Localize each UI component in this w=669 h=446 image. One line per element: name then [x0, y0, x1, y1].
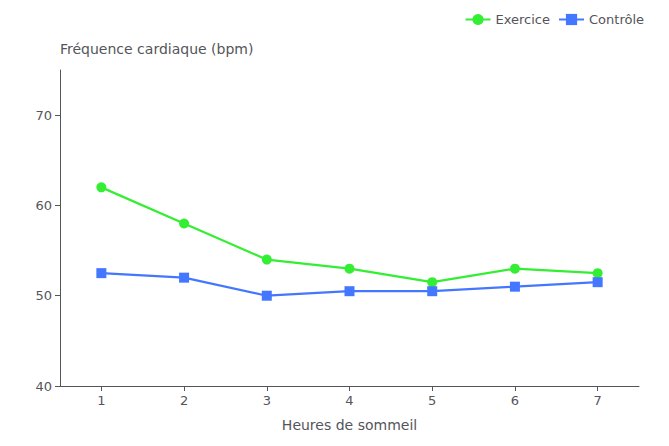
svg-text:Fréquence cardiaque (bpm): Fréquence cardiaque (bpm)	[60, 41, 253, 57]
svg-text:1: 1	[97, 393, 105, 408]
svg-text:6: 6	[511, 393, 519, 408]
svg-text:70: 70	[35, 108, 52, 123]
svg-text:Contrôle: Contrôle	[589, 12, 644, 27]
svg-text:4: 4	[345, 393, 353, 408]
svg-text:7: 7	[594, 393, 602, 408]
svg-text:50: 50	[35, 288, 52, 303]
svg-text:3: 3	[263, 393, 271, 408]
svg-text:Heures de sommeil: Heures de sommeil	[282, 417, 417, 433]
svg-text:60: 60	[35, 198, 52, 213]
svg-text:2: 2	[180, 393, 188, 408]
svg-text:5: 5	[428, 393, 436, 408]
svg-text:40: 40	[35, 379, 52, 394]
svg-text:Exercice: Exercice	[496, 12, 550, 27]
